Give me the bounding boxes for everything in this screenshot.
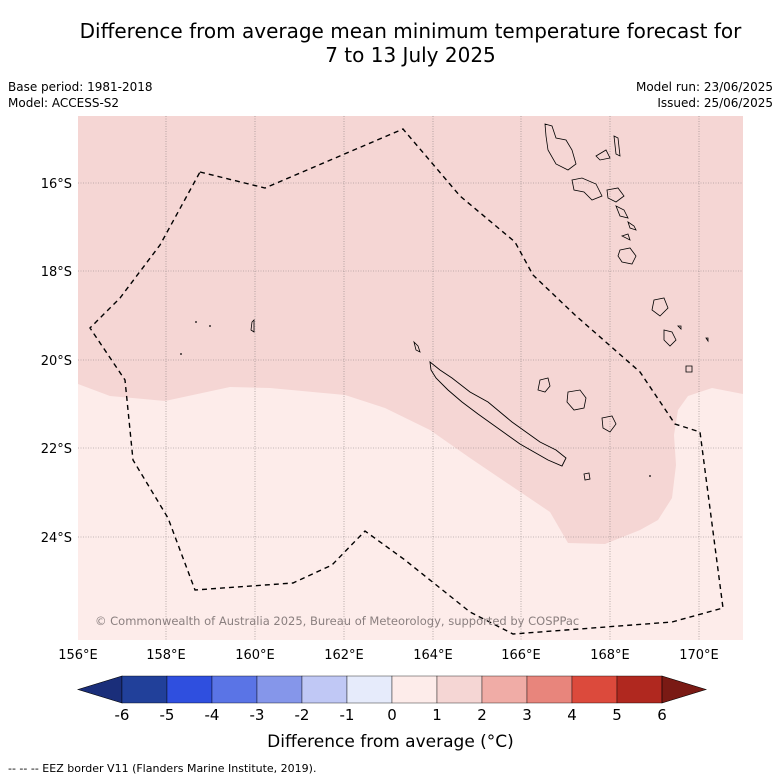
colorbar-tick-label: 0 (387, 706, 397, 724)
latitude-labels: 16°S 18°S 20°S 22°S 24°S (41, 177, 72, 546)
colorbar-segment (571, 675, 618, 704)
colorbar-tick-label: -3 (250, 706, 265, 724)
colorbar-segment (256, 675, 303, 704)
colorbar-label: Difference from average (°C) (267, 732, 514, 752)
colorbar-tick-label: -6 (115, 706, 130, 724)
colorbar-tick-label: 4 (567, 706, 577, 724)
lon-label-170: 170°E (679, 648, 719, 663)
lon-label-162: 162°E (324, 648, 364, 663)
chart-title: Difference from average mean minimum tem… (0, 19, 781, 67)
colorbar-segment (526, 675, 573, 704)
colorbar-segment (346, 675, 393, 704)
colorbar-tick-label: -2 (295, 706, 310, 724)
lon-label-156: 156°E (58, 648, 98, 663)
colorbar-segment (616, 675, 663, 704)
colorbar-tick-label: -5 (160, 706, 175, 724)
gridlines (78, 116, 743, 640)
colorbar-tick-label: 5 (612, 706, 622, 724)
lat-label-22: 22°S (41, 442, 72, 457)
ouvea-island (537, 377, 551, 393)
colorbar-segment (166, 675, 213, 704)
colorbar-tick-label: 1 (432, 706, 442, 724)
colorbar-tick-label: -4 (205, 706, 220, 724)
colorbar-tick-label: -1 (340, 706, 355, 724)
meta-right: Model run: 23/06/2025 Issued: 25/06/2025 (636, 79, 773, 111)
colorbar-under-arrow (76, 675, 123, 704)
colorbar: -6 -5 -4 -3 -2 -1 0 1 2 3 4 5 6 (76, 675, 708, 724)
islet-3 (180, 353, 182, 355)
colorbar-segment (301, 675, 348, 704)
colorbar-tick-label: 3 (522, 706, 532, 724)
lat-label-24: 24°S (41, 531, 72, 546)
isle-of-pines (583, 472, 591, 481)
colorbar-segment (436, 675, 483, 704)
islet-1 (195, 321, 197, 323)
lon-label-168: 168°E (590, 648, 630, 663)
base-period: Base period: 1981-2018 (8, 80, 153, 94)
lon-label-158: 158°E (146, 648, 186, 663)
colorbar-segment (211, 675, 258, 704)
eez-border (89, 128, 724, 635)
anomaly-region-light (78, 384, 743, 640)
lat-label-20: 20°S (41, 354, 72, 369)
new-caledonia-coastline (429, 360, 567, 467)
meta-left: Base period: 1981-2018 Model: ACCESS-S2 (8, 79, 153, 111)
lat-label-16: 16°S (41, 177, 72, 192)
mare-island (601, 415, 617, 433)
issued-date: Issued: 25/06/2025 (657, 96, 773, 110)
islet-2 (209, 325, 211, 327)
lon-label-160: 160°E (235, 648, 275, 663)
title-line-1: Difference from average mean minimum tem… (79, 19, 742, 43)
islet-4 (649, 475, 651, 477)
lon-label-164: 164°E (413, 648, 453, 663)
colorbar-segment (481, 675, 528, 704)
colorbar-tick-label: 2 (477, 706, 487, 724)
model-name: Model: ACCESS-S2 (8, 96, 120, 110)
longitude-labels: 156°E 158°E 160°E 162°E 164°E 166°E 168°… (58, 648, 719, 663)
colorbar-tick-label: 6 (657, 706, 667, 724)
copyright-notice: © Commonwealth of Australia 2025, Bureau… (95, 614, 580, 628)
lon-label-166: 166°E (501, 648, 541, 663)
colorbar-segment (391, 675, 438, 704)
title-line-2: 7 to 13 July 2025 (325, 43, 496, 67)
belep-islands (413, 340, 421, 353)
colorbar-over-arrow (661, 675, 708, 704)
model-run: Model run: 23/06/2025 (635, 80, 773, 94)
colorbar-segment (121, 675, 168, 704)
lat-label-18: 18°S (41, 265, 72, 280)
chesterfield-islands (250, 319, 255, 333)
lifou-island (566, 389, 587, 411)
vanuatu-coastline (544, 123, 709, 373)
eez-footnote: -- -- -- EEZ border V11 (Flanders Marine… (8, 762, 317, 775)
